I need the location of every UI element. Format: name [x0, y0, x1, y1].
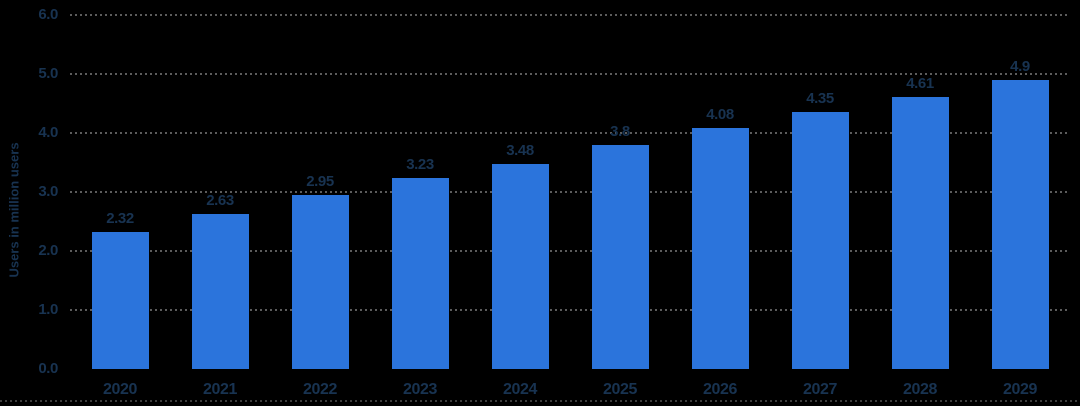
x-axis-label: 2021	[203, 381, 237, 398]
y-axis-tick-label: 3.0	[38, 183, 58, 200]
y-axis-tick-label: 2.0	[38, 242, 58, 259]
bar-value-label: 4.9	[1010, 57, 1030, 75]
x-axis-label: 2023	[403, 381, 437, 398]
y-axis-tick-label: 4.0	[38, 124, 58, 141]
gridline-3.0	[70, 191, 1070, 193]
bar-value-label: 4.35	[806, 90, 834, 108]
bar-value-label: 4.08	[706, 106, 734, 124]
bar-2028	[891, 97, 949, 369]
y-axis-tick-label: 1.0	[38, 301, 58, 318]
bar-value-label: 2.95	[306, 172, 334, 190]
bar-value-label: 4.61	[906, 75, 934, 92]
bar-2024	[491, 163, 549, 369]
bar-value-label: 2.32	[106, 210, 134, 228]
x-axis-label: 2029	[1003, 381, 1037, 398]
bar-value-label: 3.48	[506, 141, 534, 159]
bar-2027	[791, 112, 849, 369]
bar-2025	[591, 144, 649, 369]
gridline-4.0	[70, 132, 1070, 134]
bar-2029	[991, 79, 1049, 369]
bar-value-label: 2.63	[206, 191, 234, 209]
gridline-5.0	[70, 73, 1070, 75]
bar-value-label: 3.8	[610, 122, 630, 140]
gridline-6.0	[70, 14, 1070, 16]
x-axis-label: 2020	[103, 381, 137, 398]
bar-2020	[91, 232, 149, 369]
gridline-2.0	[70, 250, 1070, 252]
x-axis-label: 2025	[603, 381, 637, 398]
bar-2021	[191, 213, 249, 369]
bottom-axis-dotted-line	[0, 400, 1080, 402]
y-axis-tick-label: 0.0	[38, 360, 58, 377]
bar-2022	[291, 194, 349, 369]
x-axis-label: 2026	[703, 381, 737, 398]
bar-value-label: 3.23	[406, 156, 434, 174]
gridline-1.0	[70, 309, 1070, 311]
bar-2026	[691, 128, 749, 369]
bar-2023	[391, 178, 449, 369]
y-axis-tick-label: 6.0	[38, 6, 58, 23]
y-axis-tick-label: 5.0	[38, 65, 58, 82]
x-axis-label: 2024	[503, 381, 537, 398]
x-axis-label: 2028	[903, 381, 937, 398]
x-axis-label: 2027	[803, 381, 837, 398]
x-axis-label: 2022	[303, 381, 337, 398]
